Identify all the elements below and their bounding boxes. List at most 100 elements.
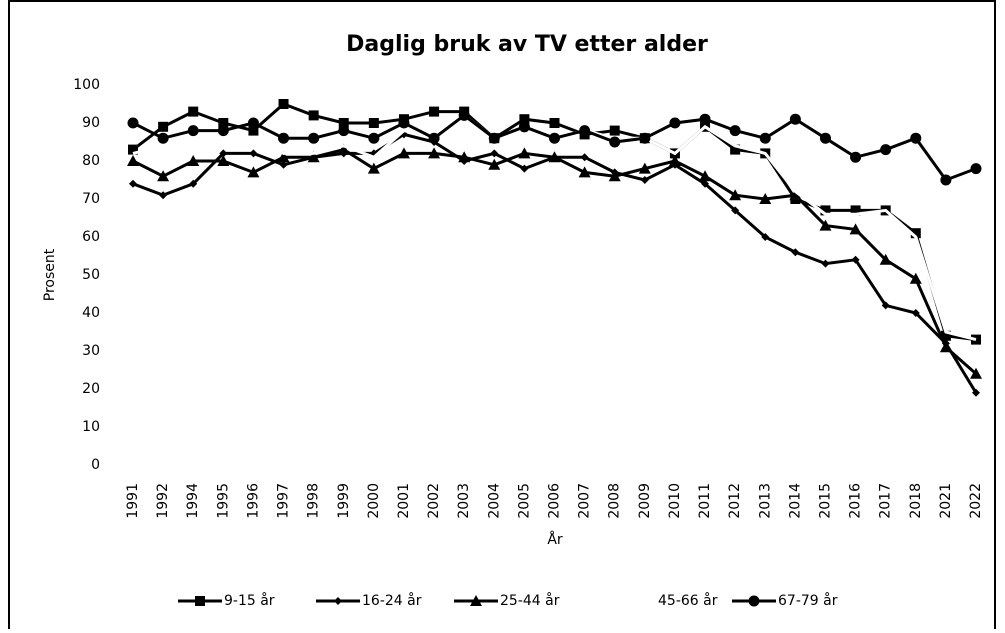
marker: [668, 155, 681, 166]
marker: [699, 170, 712, 182]
x-tick-label: 2011: [697, 483, 713, 519]
x-tick-label: 2013: [757, 483, 773, 519]
y-tick-label: 80: [82, 153, 100, 169]
x-tick-label: 2010: [667, 483, 683, 519]
marker: [247, 117, 259, 129]
marker: [580, 153, 589, 162]
marker: [279, 160, 288, 169]
marker: [247, 166, 260, 178]
marker: [578, 166, 591, 178]
marker: [730, 144, 741, 155]
marker: [759, 132, 771, 144]
marker: [970, 163, 982, 175]
marker: [249, 149, 258, 158]
x-tick-label: 1994: [185, 483, 201, 519]
x-tick-label: 2014: [787, 483, 803, 519]
marker: [127, 117, 139, 129]
marker: [879, 253, 892, 265]
x-tick-label: 2002: [426, 483, 442, 519]
marker: [548, 151, 561, 163]
marker: [157, 170, 170, 182]
marker: [789, 189, 802, 201]
marker: [278, 132, 290, 144]
marker: [939, 341, 952, 353]
marker: [640, 176, 649, 184]
y-axis-label: Prosent: [42, 248, 58, 301]
marker: [821, 259, 830, 268]
marker: [129, 179, 137, 188]
x-tick-label: 1996: [245, 483, 261, 519]
marker: [458, 151, 471, 163]
x-tick-label: 2001: [396, 483, 412, 519]
marker: [699, 113, 711, 125]
marker: [429, 106, 440, 117]
marker: [850, 205, 861, 216]
legend-label: 45-66 år: [658, 592, 718, 609]
marker: [789, 113, 801, 125]
x-tick-label: 2012: [727, 483, 743, 519]
marker: [940, 174, 952, 186]
marker: [520, 164, 529, 173]
x-tick-label: 2004: [486, 483, 502, 519]
marker: [278, 99, 289, 109]
x-tick-label: 2005: [516, 483, 532, 519]
marker: [490, 149, 499, 158]
marker: [759, 193, 772, 204]
marker: [850, 151, 862, 163]
marker: [972, 388, 980, 397]
marker: [338, 118, 349, 128]
x-tick-label: 2006: [547, 483, 563, 519]
y-tick-label: 100: [73, 77, 100, 93]
marker: [791, 248, 800, 257]
marker: [639, 132, 651, 144]
x-tick-label: 2015: [817, 483, 833, 519]
marker: [549, 132, 560, 144]
marker: [308, 132, 320, 144]
x-tick-label: 2009: [637, 483, 653, 519]
x-tick-label: 1998: [306, 483, 322, 519]
x-tick-label: 2008: [607, 483, 623, 519]
marker: [731, 206, 740, 215]
marker: [518, 147, 531, 159]
marker: [398, 117, 410, 129]
marker: [159, 191, 168, 200]
y-tick-label: 0: [91, 457, 100, 473]
marker: [470, 595, 482, 606]
marker: [701, 179, 710, 188]
chart-title: Daglig bruk av TV etter alder: [346, 32, 708, 57]
marker: [397, 147, 410, 159]
marker: [761, 233, 770, 241]
marker: [127, 155, 139, 166]
y-tick-label: 10: [82, 419, 100, 435]
legend-label: 16-24 år: [362, 592, 422, 609]
marker: [488, 132, 500, 144]
x-axis-label: År: [547, 531, 563, 548]
legend-label: 9-15 år: [224, 592, 275, 609]
marker: [669, 117, 681, 129]
marker: [157, 132, 169, 144]
legend-label: 25-44 år: [500, 592, 560, 609]
marker: [608, 170, 621, 182]
marker: [638, 162, 651, 174]
y-tick-label: 50: [82, 267, 100, 283]
marker: [308, 110, 319, 121]
marker: [488, 158, 501, 170]
y-tick-label: 70: [82, 191, 100, 207]
marker: [609, 136, 621, 148]
x-tick-label: 1997: [276, 483, 292, 519]
marker: [909, 272, 922, 284]
marker: [729, 189, 742, 201]
marker: [334, 597, 342, 605]
marker: [458, 109, 470, 121]
marker: [428, 147, 441, 159]
x-tick-label: 2000: [366, 483, 382, 519]
x-tick-label: 2007: [577, 483, 593, 519]
marker: [820, 205, 831, 216]
marker: [910, 132, 922, 144]
marker: [748, 595, 760, 607]
marker: [337, 143, 350, 155]
x-tick-label: 2018: [908, 483, 924, 519]
marker: [187, 125, 199, 137]
marker: [338, 125, 350, 137]
